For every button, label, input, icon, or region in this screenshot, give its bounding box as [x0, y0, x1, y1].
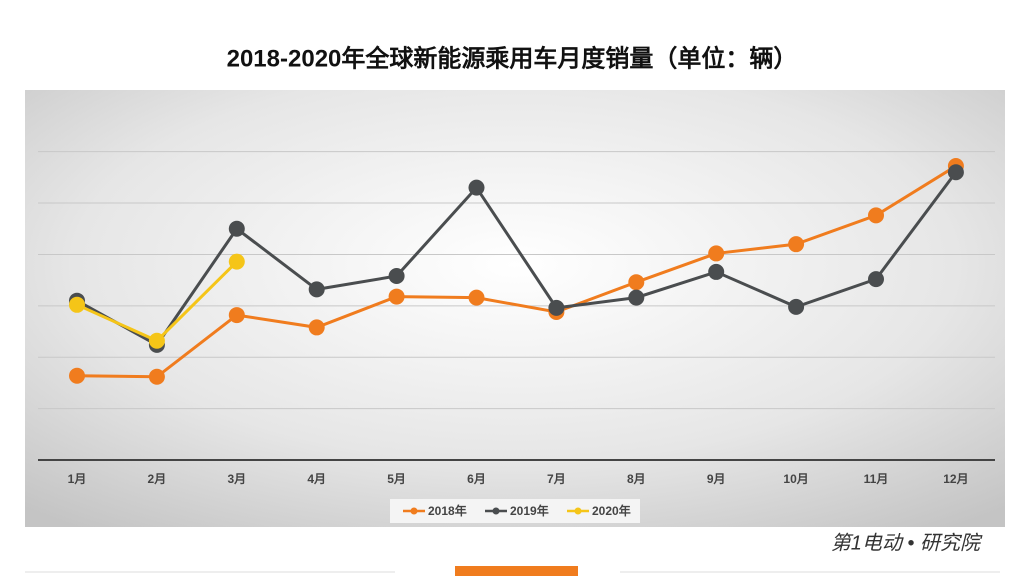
chart-title: 2018-2020年全球新能源乘用车月度销量（单位：辆） [227, 44, 798, 72]
legend-marker [492, 507, 500, 515]
legend-marker [574, 507, 582, 515]
point [788, 236, 805, 253]
point [308, 319, 325, 336]
point [468, 179, 485, 196]
x-tick-label: 8月 [627, 472, 646, 486]
point [788, 298, 805, 315]
x-tick-label: 7月 [547, 472, 566, 486]
x-tick-label: 2月 [148, 472, 167, 486]
footer-bar [455, 566, 578, 576]
legend-label: 2020年 [592, 503, 631, 518]
point [868, 207, 884, 224]
x-tick-label: 11月 [864, 472, 889, 486]
brand: 第1电动 • 研究院 [831, 532, 983, 554]
x-tick-label: 12月 [943, 472, 968, 486]
legend-label: 2018年 [428, 503, 467, 518]
point [308, 281, 325, 298]
x-tick-label: 5月 [387, 472, 406, 486]
point [468, 289, 485, 306]
x-tick-label: 9月 [707, 472, 726, 486]
point [69, 296, 85, 313]
point [148, 332, 165, 349]
point [228, 220, 245, 237]
x-tick-label: 10月 [783, 472, 808, 486]
x-tick-label: 6月 [467, 472, 486, 486]
point [708, 245, 725, 262]
point [708, 263, 725, 280]
series-line [76, 164, 957, 379]
legend-box [390, 499, 640, 523]
point [868, 271, 884, 288]
legend-marker [410, 507, 418, 515]
point [228, 253, 245, 270]
point [628, 274, 645, 291]
x-tick-label: 3月 [227, 472, 246, 486]
point [388, 288, 405, 305]
point [228, 307, 245, 324]
point [548, 299, 565, 316]
point [69, 367, 85, 384]
point [148, 368, 165, 385]
point [628, 289, 645, 306]
point [947, 164, 964, 181]
plot-background [25, 90, 1005, 527]
x-tick-label: 4月 [307, 472, 326, 486]
x-tick-label: 1月 [68, 472, 87, 486]
series-line [76, 171, 958, 347]
point [388, 268, 405, 285]
legend-label: 2019年 [510, 503, 549, 518]
